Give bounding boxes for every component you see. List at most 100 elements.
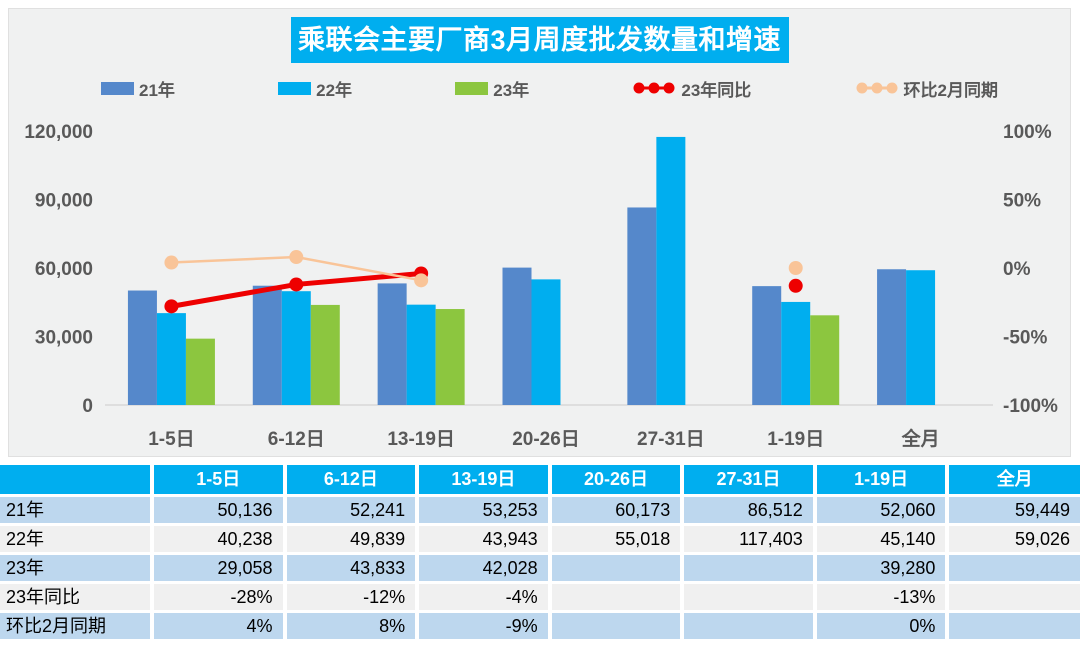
table-row: 23年同比 -28% -12% -4% -13%	[0, 582, 1080, 613]
data-cell: -9%	[417, 611, 552, 642]
line-marker	[788, 261, 803, 275]
legend-label: 21年	[139, 80, 175, 100]
row-label-cell: 22年	[0, 524, 154, 555]
legend-bar-swatch-icon	[455, 81, 489, 95]
x-axis-label: 27-31日	[637, 429, 705, 450]
bar-segment	[127, 290, 157, 405]
data-cell	[682, 611, 817, 642]
bar-segment	[156, 313, 186, 405]
table-header-cell: 1-19日	[814, 465, 950, 497]
legend-label: 23年	[493, 80, 530, 100]
data-cell: 43,833	[284, 553, 420, 584]
table-header-cell: 1-5日	[152, 465, 287, 497]
table-row: 23年 29,058 43,833 42,028 39,280	[0, 553, 1080, 584]
bar-segment	[810, 315, 840, 405]
row-label-cell: 23年同比	[0, 582, 154, 613]
data-cell: 43,943	[417, 524, 552, 555]
data-cell: 50,136	[152, 495, 287, 526]
legend-label: 22年	[316, 80, 353, 100]
data-cell: 40,238	[152, 524, 287, 555]
line-marker	[289, 250, 304, 265]
data-cell: 42,028	[417, 553, 552, 584]
data-cell: 55,018	[549, 524, 685, 555]
bar-segment	[656, 136, 686, 405]
data-cell: -28%	[152, 582, 287, 613]
data-cell: 86,512	[682, 495, 817, 526]
right-axis-tick-label: -50%	[1003, 328, 1047, 349]
legend-item: 22年	[278, 76, 352, 101]
row-label-cell: 环比2月同期	[0, 611, 154, 642]
left-axis-tick-label: 90,000	[35, 191, 93, 212]
bar-segment	[906, 270, 936, 405]
data-cell: 53,253	[417, 495, 552, 526]
line-marker	[164, 299, 179, 314]
bar-segment	[435, 309, 465, 405]
right-axis-tick-label: 0%	[1003, 259, 1031, 280]
data-cell: 0%	[814, 611, 950, 642]
bar-segment	[531, 279, 561, 405]
line-marker	[289, 277, 304, 292]
data-cell: 52,241	[284, 495, 420, 526]
table-row: 环比2月同期 4% 8% -9% 0%	[0, 611, 1080, 642]
left-axis-tick-label: 60,000	[35, 259, 93, 280]
data-cell: 52,060	[814, 495, 950, 526]
bar-segment	[627, 207, 657, 405]
bar-segment	[781, 301, 811, 405]
legend-label: 23年同比	[681, 80, 752, 100]
data-cell: -12%	[284, 582, 420, 613]
data-cell	[947, 582, 1080, 613]
table-row: 22年 40,238 49,839 43,943 55,018 117,403 45,140…	[0, 524, 1080, 555]
chart-panel: 0 30,000 60,000 90,000 120,000 -100% -50% 0% 50%…	[8, 8, 1071, 457]
data-cell: 39,280	[814, 553, 950, 584]
data-cell	[947, 611, 1080, 642]
line-marker	[414, 273, 429, 288]
data-cell	[947, 553, 1080, 584]
data-cell	[549, 582, 685, 613]
data-cell: 59,026	[947, 524, 1080, 555]
table-header-cell: 6-12日	[284, 465, 420, 497]
x-axis-label: 全月	[901, 427, 940, 450]
data-cell: 45,140	[814, 524, 950, 555]
bar-segment	[310, 304, 340, 405]
x-axis-label: 13-19日	[387, 429, 455, 450]
data-cell: 59,449	[947, 495, 1080, 526]
table-header-cell: 全月	[947, 465, 1080, 497]
bar-segment	[752, 286, 782, 405]
data-cell: 117,403	[682, 524, 817, 555]
left-axis-tick-label: 120,000	[24, 122, 93, 143]
table-header-cell: 27-31日	[682, 465, 817, 497]
table-header-cell	[0, 465, 154, 497]
bar-segment	[252, 285, 282, 405]
x-axis-label: 6-12日	[268, 429, 325, 450]
legend-item: 23年	[455, 76, 529, 101]
bar-segment	[281, 291, 311, 405]
data-cell	[682, 582, 817, 613]
table-header-cell: 20-26日	[549, 465, 685, 497]
right-axis-tick-label: 100%	[1003, 122, 1052, 143]
row-label-cell: 21年	[0, 495, 154, 526]
left-axis-tick-label: 30,000	[35, 328, 93, 349]
data-cell	[682, 553, 817, 584]
legend-line-marker-icon	[633, 82, 675, 94]
legend-item: 环比2月同期	[855, 76, 998, 101]
x-axis-label: 1-19日	[767, 429, 824, 450]
row-label-cell: 23年	[0, 553, 154, 584]
left-axis-tick-label: 0	[82, 396, 93, 417]
line-marker	[164, 255, 179, 270]
data-cell	[549, 611, 685, 642]
bar-segment	[877, 269, 907, 405]
legend-bar-swatch-icon	[278, 81, 312, 95]
x-axis-label: 20-26日	[512, 429, 580, 450]
chart-legend: 21年 22年 23年 23年同比 环比2月同期	[9, 75, 1070, 101]
data-cell: 29,058	[152, 553, 287, 584]
data-cell: -4%	[417, 582, 552, 613]
legend-item: 21年	[101, 76, 175, 101]
table-header-cell: 13-19日	[417, 465, 552, 497]
data-cell: 8%	[284, 611, 420, 642]
x-axis-label: 1-5日	[148, 429, 194, 450]
combo-chart: 0 30,000 60,000 90,000 120,000 -100% -50% 0% 50%…	[24, 122, 1058, 450]
legend-label: 环比2月同期	[903, 80, 998, 100]
data-cell: 4%	[152, 611, 287, 642]
data-cell: 60,173	[549, 495, 685, 526]
